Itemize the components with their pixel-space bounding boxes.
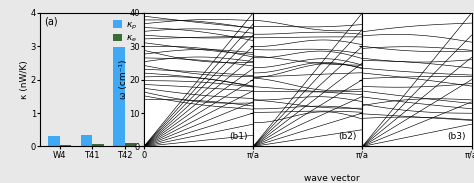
Bar bbox=[113, 28, 125, 146]
Bar bbox=[60, 145, 71, 146]
Y-axis label: κ (nW/K): κ (nW/K) bbox=[20, 60, 29, 99]
Text: (b3): (b3) bbox=[447, 132, 466, 141]
Text: (a): (a) bbox=[45, 17, 58, 27]
Bar bbox=[92, 144, 103, 146]
Text: (b1): (b1) bbox=[229, 132, 248, 141]
Text: wave vector: wave vector bbox=[304, 174, 360, 183]
Text: (b2): (b2) bbox=[338, 132, 357, 141]
Y-axis label: ω (cm⁻¹): ω (cm⁻¹) bbox=[119, 60, 128, 99]
Bar bbox=[125, 143, 136, 146]
Legend: $\kappa_p$, $\kappa_e$: $\kappa_p$, $\kappa_e$ bbox=[110, 17, 139, 47]
Bar bbox=[48, 136, 60, 146]
Bar bbox=[81, 135, 92, 146]
